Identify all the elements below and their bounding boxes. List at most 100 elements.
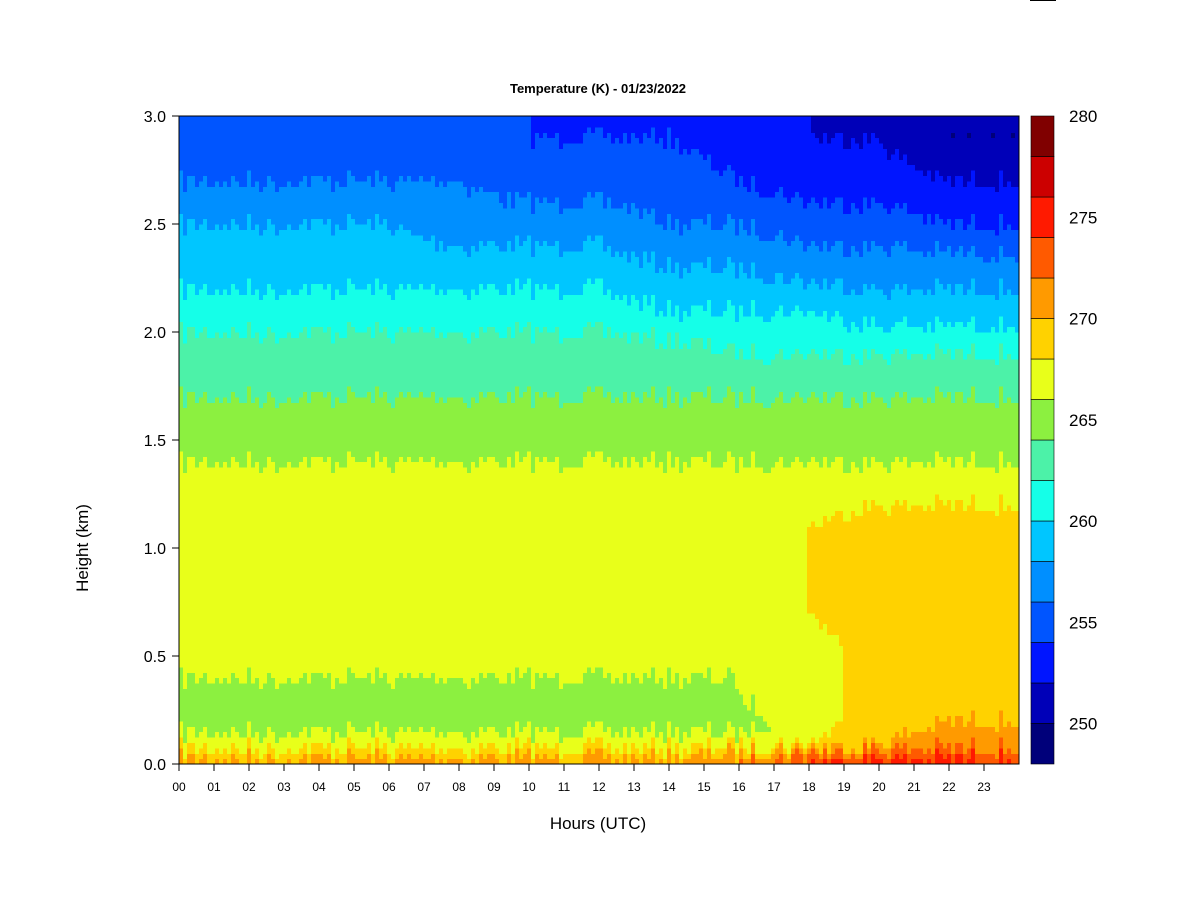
heatmap-cell [471,758,476,765]
heatmap-cell [223,747,228,760]
heatmap-cell [259,758,264,765]
heatmap-cell [451,116,456,182]
heatmap-cell [439,396,444,463]
heatmap-cell [707,213,712,257]
heatmap-cell [419,753,424,765]
heatmap-cell [539,202,544,247]
heatmap-cell [483,731,488,749]
heatmap-cell [183,234,188,301]
heatmap-cell [835,456,840,511]
heatmap-cell [543,742,548,754]
heatmap-cell [583,753,588,765]
heatmap-cell [247,747,252,765]
heatmap-cell [815,116,820,139]
heatmap-cell [231,456,236,673]
heatmap-cell [279,294,284,338]
heatmap-cell [963,116,968,187]
heatmap-cell [643,753,648,765]
heatmap-cell [991,726,996,754]
heatmap-cell [595,747,600,765]
heatmap-cell [803,288,808,317]
colorbar-tick-label: 250 [1069,715,1097,734]
heatmap-cell [883,294,888,333]
heatmap-cell [307,229,312,295]
heatmap-cell [743,229,748,274]
heatmap-cell [803,251,808,290]
heatmap-cell [991,294,996,328]
heatmap-cell [479,240,484,284]
heatmap-cell [227,683,232,738]
heatmap-cell [779,348,784,392]
heatmap-cell [947,116,952,176]
heatmap-cell [583,283,588,328]
heatmap-cell [439,240,444,290]
heatmap-cell [407,326,412,392]
heatmap-cell [599,747,604,765]
heatmap-cell [731,342,736,392]
heatmap-cell [371,337,376,403]
heatmap-cell [595,450,600,668]
heatmap-cell [871,742,876,754]
heatmap-cell [219,186,224,230]
heatmap-cell [891,153,896,209]
heatmap-cell [559,213,564,257]
heatmap-cell [795,191,800,236]
heatmap-cell [939,499,944,722]
heatmap-cell [991,753,996,765]
heatmap-cell [751,386,756,452]
heatmap-cell [631,202,636,252]
heatmap-cell [663,688,668,743]
heatmap-cell [927,170,932,214]
heatmap-cell [919,731,924,749]
heatmap-cell [967,504,972,722]
heatmap-cell [271,747,276,760]
heatmap-cell [923,731,928,754]
heatmap-cell [219,683,224,738]
heatmap-cell [663,315,668,349]
heatmap-cell [883,402,888,468]
heatmap-cell [235,288,240,333]
heatmap-cell [763,240,768,284]
heatmap-cell [623,753,628,765]
heatmap-cell [719,229,724,274]
heatmap-cell [979,467,984,511]
heatmap-cell [1007,288,1012,328]
heatmap-cell [467,758,472,765]
heatmap-cell [931,256,936,295]
heatmap-cell [767,240,772,284]
heatmap-cell [951,116,956,133]
heatmap-cell [851,321,856,355]
heatmap-cell [259,342,264,409]
heatmap-cell [283,683,288,738]
heatmap-cell [991,402,996,468]
heatmap-cell [387,683,392,738]
heatmap-cell [527,720,532,738]
heatmap-cell [239,737,244,754]
heatmap-cell [903,315,908,349]
heatmap-cell [719,402,724,468]
heatmap-cell [299,396,304,463]
heatmap-cell [999,747,1004,765]
heatmap-cell [267,175,272,220]
heatmap-cell [627,342,632,403]
heatmap-cell [667,450,672,668]
heatmap-cell [995,234,1000,263]
heatmap-cell [707,666,712,722]
heatmap-cell [579,737,584,754]
heatmap-cell [703,677,708,733]
heatmap-cell [611,337,616,403]
heatmap-cell [467,197,472,257]
heatmap-cell [743,731,748,749]
heatmap-cell [627,116,632,144]
heatmap-cell [643,391,648,457]
heatmap-cell [975,229,980,257]
colorbar-segment [1030,277,1055,319]
heatmap-cell [935,450,940,495]
heatmap-cell [1007,461,1012,506]
heatmap-cell [427,180,432,241]
heatmap-cell [499,737,504,754]
heatmap-cell [455,396,460,463]
heatmap-cell [995,332,1000,365]
heatmap-cell [951,726,956,754]
heatmap-cell [887,256,892,301]
